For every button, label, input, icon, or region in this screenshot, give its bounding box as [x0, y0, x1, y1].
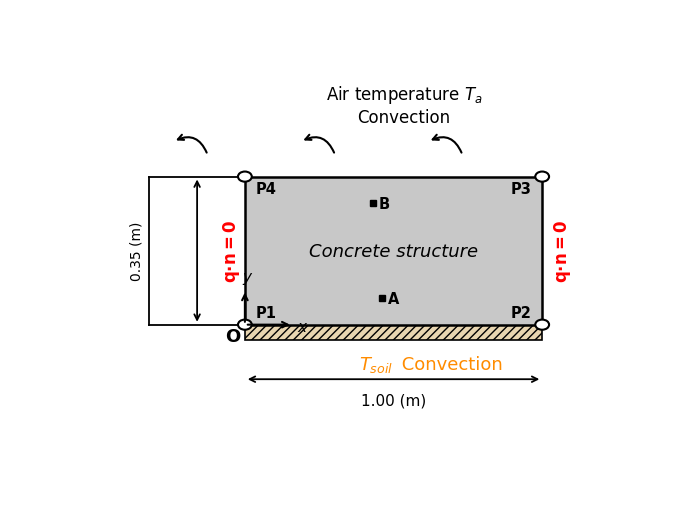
Text: O: O [225, 327, 241, 345]
Text: P2: P2 [511, 306, 532, 320]
Text: $\bf{q{\cdot}n=0}$: $\bf{q{\cdot}n=0}$ [221, 220, 242, 283]
Circle shape [535, 172, 549, 182]
Text: Air temperature $T_a$: Air temperature $T_a$ [326, 83, 482, 106]
Text: $y$: $y$ [242, 270, 254, 286]
Text: 0.35 (m): 0.35 (m) [129, 222, 143, 281]
Text: Concrete structure: Concrete structure [309, 242, 478, 260]
Text: P1: P1 [256, 306, 277, 320]
Text: A: A [388, 291, 399, 306]
Text: Convection: Convection [358, 109, 451, 127]
Bar [245, 177, 543, 325]
Text: P3: P3 [511, 182, 532, 197]
Text: $x$: $x$ [297, 320, 308, 334]
Circle shape [535, 320, 549, 330]
Text: B: B [379, 196, 390, 211]
Text: $T_{soil}$: $T_{soil}$ [360, 354, 393, 374]
Circle shape [238, 172, 252, 182]
Text: P4: P4 [256, 182, 276, 197]
Bar [245, 325, 543, 340]
Text: Convection: Convection [396, 355, 503, 373]
Text: 1.00 (m): 1.00 (m) [361, 393, 426, 408]
Circle shape [238, 320, 252, 330]
Text: $\bf{q{\cdot}n=0}$: $\bf{q{\cdot}n=0}$ [552, 220, 573, 283]
